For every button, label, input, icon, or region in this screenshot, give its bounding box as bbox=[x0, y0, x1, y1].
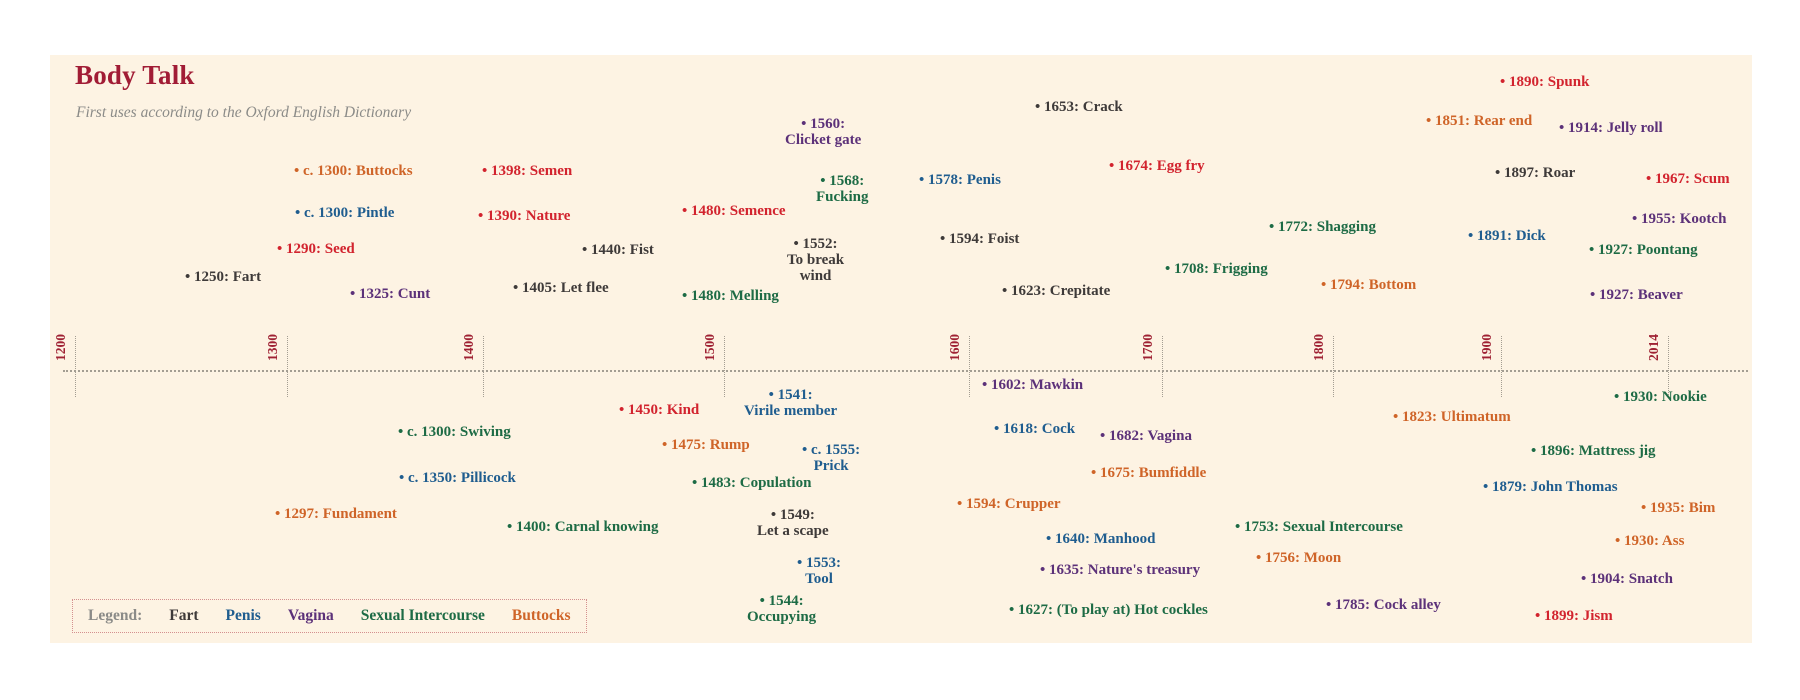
timeline-label: • 1568: Fucking bbox=[816, 173, 869, 205]
page-subtitle: First uses according to the Oxford Engli… bbox=[76, 104, 412, 121]
axis-tick-label: 2014 bbox=[1646, 334, 1661, 361]
timeline-label: • 1594: Foist bbox=[940, 231, 1020, 247]
legend-entry-vagina: Vagina bbox=[287, 607, 334, 624]
axis-tick-line bbox=[724, 336, 725, 397]
timeline-label: • 1297: Fundament bbox=[275, 506, 397, 522]
timeline-label: • 1325: Cunt bbox=[350, 286, 431, 302]
timeline-label: • 1553: Tool bbox=[797, 555, 841, 587]
timeline-label: • 1627: (To play at) Hot cockles bbox=[1009, 602, 1208, 618]
axis-tick-label: 1400 bbox=[461, 334, 476, 361]
legend-entry-fart: Fart bbox=[169, 607, 199, 624]
timeline-label: • 1890: Spunk bbox=[1500, 74, 1590, 90]
axis-tick-label: 1800 bbox=[1311, 334, 1326, 361]
timeline-label: • 1400: Carnal knowing bbox=[507, 519, 659, 535]
timeline-label: • 1914: Jelly roll bbox=[1559, 120, 1663, 136]
timeline-label: • 1753: Sexual Intercourse bbox=[1235, 519, 1403, 535]
timeline-label: • 1891: Dick bbox=[1468, 228, 1546, 244]
legend-entry-penis: Penis bbox=[225, 607, 261, 624]
timeline-label: • 1544: Occupying bbox=[747, 593, 817, 625]
timeline-label: • 1594: Crupper bbox=[957, 496, 1061, 512]
timeline-label: • 1549: Let a scape bbox=[757, 507, 829, 539]
timeline-label: • 1708: Frigging bbox=[1165, 261, 1268, 277]
timeline-label: • 1541: Virile member bbox=[744, 387, 838, 419]
page-title: Body Talk bbox=[75, 60, 195, 90]
timeline-label: • 1623: Crepitate bbox=[1002, 283, 1111, 299]
timeline-label: • c. 1555: Prick bbox=[802, 442, 861, 474]
timeline-label: • 1635: Nature's treasury bbox=[1040, 562, 1201, 578]
timeline-axis bbox=[63, 370, 1748, 372]
axis-tick-line bbox=[1333, 336, 1334, 397]
axis-tick-label: 1200 bbox=[53, 334, 68, 361]
timeline-label: • 1967: Scum bbox=[1646, 171, 1730, 187]
timeline-label: • c. 1300: Buttocks bbox=[294, 163, 413, 179]
timeline-label: • 1935: Bim bbox=[1641, 500, 1716, 516]
timeline-label: • c. 1350: Pillicock bbox=[399, 470, 516, 486]
timeline-label: • 1480: Semence bbox=[682, 203, 786, 219]
axis-tick-line bbox=[287, 336, 288, 397]
timeline-label: • 1896: Mattress jig bbox=[1531, 443, 1656, 459]
axis-tick-label: 1600 bbox=[947, 334, 962, 361]
timeline-label: • 1475: Rump bbox=[662, 437, 750, 453]
axis-tick-line bbox=[75, 336, 76, 397]
timeline-label: • 1405: Let flee bbox=[513, 280, 609, 296]
timeline-label: • 1578: Penis bbox=[919, 172, 1001, 188]
timeline-label: • 1250: Fart bbox=[185, 269, 262, 285]
axis-tick-label: 1500 bbox=[702, 334, 717, 361]
timeline-label: • c. 1300: Pintle bbox=[295, 205, 395, 221]
axis-tick-line bbox=[483, 336, 484, 397]
timeline-label: • 1772: Shagging bbox=[1269, 219, 1376, 235]
timeline-label: • 1899: Jism bbox=[1535, 608, 1613, 624]
timeline-label: • 1483: Copulation bbox=[692, 475, 812, 491]
timeline-label: • c. 1300: Swiving bbox=[398, 424, 511, 440]
legend-label: Legend: bbox=[88, 607, 143, 624]
timeline-label: • 1879: John Thomas bbox=[1483, 479, 1618, 495]
timeline-label: • 1560: Clicket gate bbox=[785, 116, 862, 148]
timeline-label: • 1682: Vagina bbox=[1100, 428, 1192, 444]
timeline-label: • 1450: Kind bbox=[619, 402, 700, 418]
timeline-label: • 1927: Beaver bbox=[1590, 287, 1683, 303]
timeline-label: • 1851: Rear end bbox=[1426, 113, 1533, 129]
timeline-label: • 1785: Cock alley bbox=[1326, 597, 1441, 613]
timeline-label: • 1756: Moon bbox=[1256, 550, 1342, 566]
timeline-label: • 1823: Ultimatum bbox=[1393, 409, 1511, 425]
timeline-label: • 1930: Ass bbox=[1615, 533, 1685, 549]
timeline-label: • 1794: Bottom bbox=[1321, 277, 1417, 293]
timeline-label: • 1480: Melling bbox=[682, 288, 779, 304]
timeline-label: • 1618: Cock bbox=[994, 421, 1076, 437]
axis-tick-label: 1700 bbox=[1140, 334, 1155, 361]
axis-tick-line bbox=[1162, 336, 1163, 397]
timeline-label: • 1674: Egg fry bbox=[1109, 158, 1205, 174]
timeline-label: • 1653: Crack bbox=[1035, 99, 1123, 115]
axis-tick-line bbox=[969, 336, 970, 397]
timeline-label: • 1398: Semen bbox=[482, 163, 573, 179]
timeline-label: • 1675: Bumfiddle bbox=[1091, 465, 1207, 481]
timeline-label: • 1290: Seed bbox=[277, 241, 355, 257]
axis-tick-line bbox=[1501, 336, 1502, 397]
axis-tick-line bbox=[1668, 336, 1669, 397]
timeline-label: • 1904: Snatch bbox=[1581, 571, 1673, 587]
chart-panel bbox=[50, 55, 1752, 643]
legend-entry-sexual_intercourse: Sexual Intercourse bbox=[360, 607, 485, 624]
legend-entry-buttocks: Buttocks bbox=[511, 607, 571, 624]
legend: Legend: Fart Penis Vagina Sexual Intercours… bbox=[72, 599, 587, 633]
axis-tick-label: 1900 bbox=[1479, 334, 1494, 361]
timeline-label: • 1897: Roar bbox=[1495, 165, 1576, 181]
timeline-label: • 1927: Poontang bbox=[1589, 242, 1698, 258]
timeline-label: • 1955: Kootch bbox=[1632, 211, 1727, 227]
timeline-label: • 1552: To break wind bbox=[787, 236, 845, 284]
timeline-label: • 1390: Nature bbox=[478, 208, 571, 224]
timeline-label: • 1440: Fist bbox=[582, 242, 654, 258]
timeline-label: • 1602: Mawkin bbox=[982, 377, 1084, 393]
timeline-label: • 1640: Manhood bbox=[1046, 531, 1156, 547]
axis-tick-label: 1300 bbox=[265, 334, 280, 361]
timeline-label: • 1930: Nookie bbox=[1614, 389, 1707, 405]
